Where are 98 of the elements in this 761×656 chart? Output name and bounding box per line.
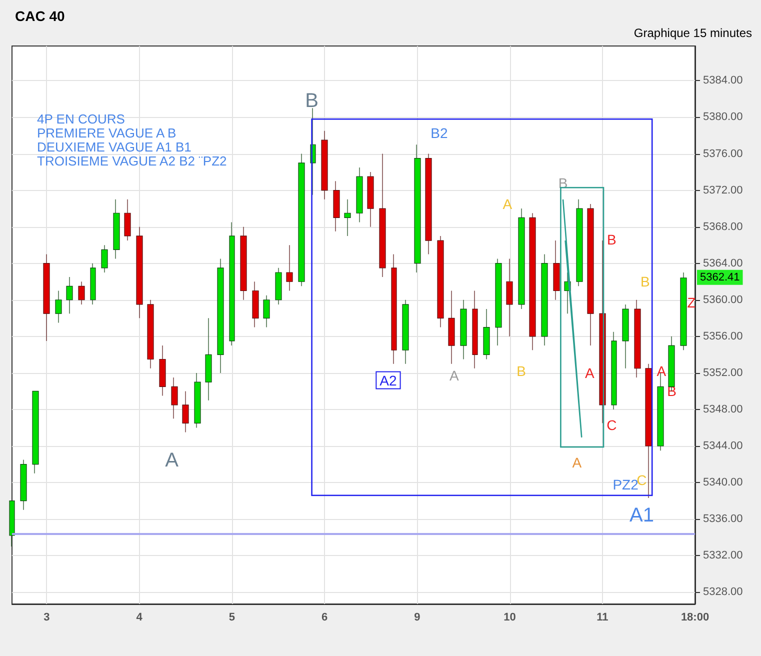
candlestick: [553, 240, 560, 300]
y-tick-label: 5372.00: [703, 184, 743, 196]
chart-subtitle: Graphique 15 minutes: [634, 26, 752, 40]
candlestick: [402, 300, 409, 364]
candlestick: [55, 290, 62, 324]
candlestick: [90, 263, 96, 305]
annotation: C: [606, 417, 617, 433]
y-tick-label: 5368.00: [703, 220, 743, 233]
candlestick: [263, 295, 270, 328]
y-tick-label: 5340.00: [703, 476, 743, 489]
y-tick-label: 5376.00: [703, 148, 743, 160]
x-tick-label: 6: [321, 612, 328, 624]
candlestick: [367, 172, 374, 228]
candlestick: [645, 364, 652, 498]
candlestick: [78, 281, 85, 305]
candlestick: [680, 272, 687, 350]
candlestick: [333, 180, 340, 232]
annotation: PZ2: [612, 476, 639, 492]
annotation: A1: [630, 504, 654, 526]
candlestick: [437, 236, 444, 328]
annotation: B: [305, 90, 318, 112]
y-tick-label: 5344.00: [703, 440, 743, 452]
candlestick: [414, 144, 421, 273]
candlestick: [460, 300, 467, 360]
y-tick-label: 5332.00: [703, 550, 743, 562]
x-tick-label: 10: [504, 612, 516, 624]
annotation: A: [502, 196, 513, 212]
candlestick: [20, 459, 27, 510]
y-tick-label: 5356.00: [703, 330, 743, 342]
chart-title: CAC 40: [15, 8, 66, 24]
x-tick-label: 3: [44, 612, 50, 624]
candlestick: [43, 254, 50, 342]
candlestick: [194, 372, 201, 428]
annotation: B2: [430, 124, 448, 141]
annotation: A: [165, 450, 180, 472]
candlestick: [240, 226, 247, 300]
candlestick: [506, 258, 513, 337]
candlestick: [252, 281, 259, 328]
annotation: Z: [687, 294, 696, 311]
x-tick-label: 11: [596, 612, 608, 624]
candlestick: [344, 199, 351, 236]
y-tick-label: 5384.00: [703, 74, 743, 87]
candlestick: [217, 258, 224, 374]
annotation: A: [450, 368, 460, 384]
annotation: B: [640, 274, 650, 290]
candlestick: [425, 153, 432, 255]
candlestick: [576, 199, 583, 286]
annotation: A: [572, 454, 582, 470]
y-tick-label: 5380.00: [703, 111, 743, 124]
candlestick: [171, 377, 178, 419]
candlestick: [587, 204, 594, 346]
candlestick: [124, 199, 131, 241]
candlestick: [32, 390, 39, 474]
y-tick-label: 5364.00: [703, 257, 743, 270]
annotation: B: [516, 363, 526, 380]
candlestick: [448, 290, 455, 364]
candlestick: [298, 153, 305, 286]
candlestick: [611, 332, 617, 410]
candlestick: [356, 167, 363, 223]
annotation: A2: [380, 372, 398, 388]
candlestick: [321, 130, 328, 200]
candlestick: [229, 222, 235, 346]
candlestick: [472, 290, 478, 369]
candlestick: [101, 244, 108, 273]
candlestick: [541, 254, 548, 346]
y-tick-label: 5352.00: [703, 366, 743, 379]
candlestick: [495, 258, 502, 346]
candlestick: [113, 199, 120, 260]
candlestick: [9, 500, 15, 547]
candlestick: [275, 268, 282, 305]
x-tick-label: 4: [136, 612, 144, 624]
annotation: 4P EN COURS PREMIERE VAGUE A B DEUXIEME VAGUE A1 B1 TROISIEME VAGUE A2 B2 ¨PZ2: [37, 112, 227, 168]
candlestick: [518, 208, 525, 310]
candlestick: [286, 244, 293, 292]
candlestick: [529, 212, 536, 350]
candlestick: [205, 318, 212, 401]
x-tick-label: 9: [414, 612, 420, 624]
candlestick: [634, 300, 641, 378]
candlestick: [159, 345, 166, 396]
y-tick-label: 5360.00: [703, 294, 743, 306]
candlestick: [379, 153, 386, 278]
candlestick: [66, 276, 73, 314]
candlestick: [182, 390, 189, 433]
candlestick: [622, 304, 629, 369]
annotation: B: [606, 232, 616, 248]
candlestick: [391, 254, 397, 364]
y-tick-label: 5328.00: [703, 586, 743, 598]
candlestick: [136, 226, 143, 318]
annotation: A: [656, 363, 667, 380]
text: 5362.41: [700, 271, 740, 284]
y-tick-label: 5348.00: [703, 403, 743, 416]
x-tick-label: 5: [228, 612, 236, 624]
candlestick: [483, 308, 490, 360]
annotation: A: [584, 364, 595, 381]
annotation: C: [636, 472, 647, 488]
x-tick-label: 18:00: [680, 612, 710, 624]
candlestick: [147, 300, 154, 369]
y-tick-label: 5336.00: [703, 513, 743, 526]
